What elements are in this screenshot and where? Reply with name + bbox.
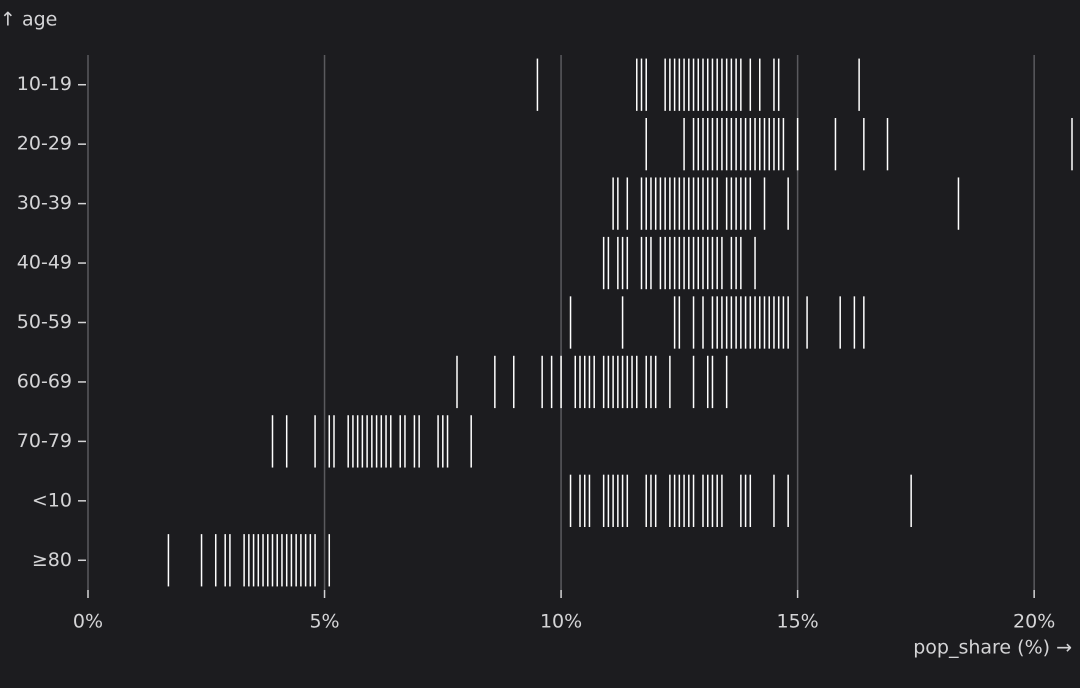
x-tick-label: 20% bbox=[1013, 611, 1055, 633]
y-tick-label: 20-29 bbox=[17, 133, 72, 155]
y-tick-label: 70-79 bbox=[17, 430, 72, 452]
y-tick-label: 40-49 bbox=[17, 252, 72, 274]
y-tick-label: 10-19 bbox=[17, 73, 72, 95]
x-tick-label: 10% bbox=[540, 611, 582, 633]
y-tick-label: 30-39 bbox=[17, 192, 72, 214]
y-tick-label: ≥80 bbox=[32, 549, 72, 571]
y-axis-label: ↑ age bbox=[0, 9, 57, 31]
x-axis-label: pop_share (%) → bbox=[913, 637, 1072, 659]
y-tick-label: 50-59 bbox=[17, 311, 72, 333]
x-tick-label: 15% bbox=[776, 611, 818, 633]
y-tick-label: <10 bbox=[32, 489, 72, 511]
y-tick-label: 60-69 bbox=[17, 370, 72, 392]
x-tick-label: 0% bbox=[73, 611, 103, 633]
x-tick-label: 5% bbox=[309, 611, 339, 633]
